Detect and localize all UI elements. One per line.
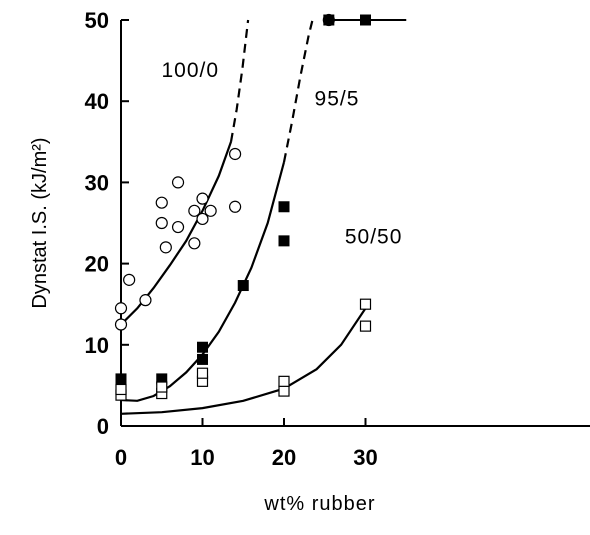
y-tick-label: 0 — [97, 414, 109, 439]
data-point-open-square — [115, 383, 127, 396]
y-tick-label: 40 — [85, 89, 109, 114]
data-point-circle — [188, 237, 201, 250]
data-point-circle — [155, 216, 168, 230]
data-point-filled-square — [197, 353, 208, 365]
data-point-circle — [114, 302, 128, 315]
data-point-open-square — [156, 381, 168, 393]
y-tick-label: 30 — [85, 170, 109, 195]
x-axis-label: wt% rubber — [263, 493, 375, 515]
data-point-circle — [171, 176, 185, 189]
y-axis-label: Dynstat I.S. (kJ/m²) — [29, 137, 51, 308]
x-tick-label: 0 — [115, 445, 127, 470]
series-annotations: 100/0 95/5 50/50 — [161, 59, 403, 248]
data-point-circle — [196, 192, 209, 205]
fit-curve-100-0 — [120, 141, 233, 326]
data-point-filled-square — [237, 280, 249, 292]
data-point-open-square — [359, 320, 372, 332]
data-point-circle — [123, 273, 136, 286]
y-tick-label: 10 — [85, 333, 109, 358]
series-label: 95/5 — [315, 87, 360, 110]
data-point-open-square — [278, 385, 290, 397]
data-point-filled-square — [278, 201, 290, 213]
plot-area — [120, 20, 590, 427]
y-ticks: 0 10 20 30 40 50 — [85, 8, 129, 439]
data-point-circle — [229, 200, 242, 213]
data-point-circle — [204, 204, 217, 217]
data-point-circle — [155, 196, 168, 209]
fit-curve-dashed-100-0 — [229, 19, 250, 142]
data-point-circle — [171, 220, 185, 234]
data-point-circle — [188, 204, 201, 217]
data-point-circle — [114, 318, 128, 331]
data-point-filled-square — [360, 14, 371, 26]
data-point-open-square — [196, 367, 209, 379]
x-tick-label: 30 — [353, 445, 377, 470]
data-point-open-square — [278, 375, 290, 387]
series-label: 100/0 — [161, 59, 219, 82]
series-label: 50/50 — [345, 225, 403, 248]
y-tick-label: 20 — [85, 252, 109, 277]
x-tick-label: 20 — [272, 445, 296, 470]
fit-curve-dashed-95-5 — [282, 19, 314, 163]
x-ticks: 0 10 20 30 — [115, 418, 378, 470]
data-point-circle — [196, 212, 209, 226]
data-point-open-square — [359, 298, 372, 310]
data-point-circle — [229, 147, 242, 161]
data-point-circle — [139, 294, 152, 307]
data-point-filled-square — [323, 14, 335, 26]
x-tick-label: 10 — [190, 445, 214, 470]
data-point-circle — [159, 241, 172, 254]
data-point-filled-square — [115, 373, 127, 385]
data-point-filled-square — [278, 235, 290, 247]
data-markers — [114, 13, 372, 401]
y-tick-label: 50 — [85, 8, 109, 33]
data-point-filled-square — [197, 341, 208, 353]
data-point-filled-square — [156, 373, 168, 385]
